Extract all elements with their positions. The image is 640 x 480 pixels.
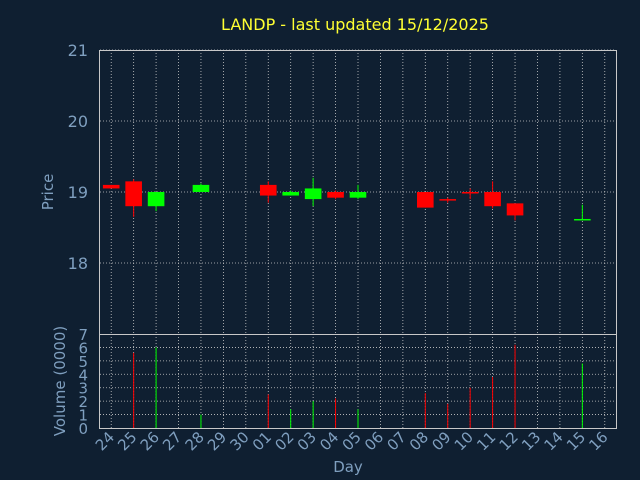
volume-tick-label: 3 [78, 380, 88, 398]
volume-bars [133, 344, 583, 428]
candle-body [102, 184, 120, 189]
candle-body [327, 192, 344, 198]
volume-tick-label: 0 [78, 420, 88, 438]
price-tick-label: 19 [68, 183, 88, 202]
candle-body [192, 184, 210, 192]
candle-body [304, 188, 322, 200]
candles [102, 177, 591, 221]
price-y-ticks: 18 19 20 21 [68, 41, 88, 273]
candle-body [484, 192, 501, 207]
price-tick-label: 18 [68, 254, 88, 273]
volume-tick-label: 5 [78, 353, 88, 371]
candle-body [439, 199, 457, 201]
volume-tick-label: 7 [78, 326, 88, 344]
chart-title: LANDP - last updated 15/12/2025 [221, 15, 489, 34]
volume-tick-label: 2 [78, 393, 88, 411]
candle-body [125, 181, 142, 207]
candle-body [506, 203, 524, 216]
price-tick-label: 21 [68, 41, 88, 60]
volume-tick-label: 1 [78, 407, 88, 425]
volume-axis-label: Volume (0000) [51, 326, 69, 436]
candle-body [461, 192, 479, 194]
x-axis-ticks: 2425262728293001020304050607080910111213… [92, 428, 612, 454]
price-axis-label: Price [39, 174, 57, 211]
volume-tick-label: 6 [78, 339, 88, 357]
candle-body [349, 192, 367, 198]
price-tick-label: 20 [68, 112, 88, 131]
candle-body [417, 192, 434, 208]
x-tick-label: 16 [585, 428, 611, 454]
candle-body [259, 184, 277, 196]
price-panel: 18 19 20 21 [68, 41, 617, 335]
candle-body [574, 218, 591, 221]
candle-body [282, 192, 299, 196]
volume-tick-label: 4 [78, 366, 88, 384]
x-axis-label: Day [333, 458, 363, 476]
candle-body [147, 192, 165, 207]
